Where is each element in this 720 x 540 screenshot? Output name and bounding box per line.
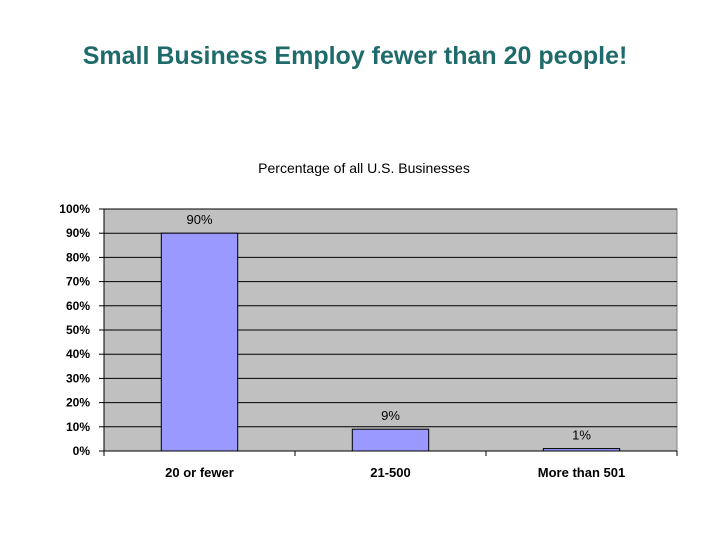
data-labels: 90% 9% 1% bbox=[186, 212, 591, 442]
bars bbox=[160, 232, 621, 452]
y-tick-label: 100% bbox=[59, 202, 90, 216]
bar bbox=[160, 232, 239, 452]
bar bbox=[351, 428, 430, 452]
chart-title: Percentage of all U.S. Businesses bbox=[258, 160, 470, 176]
y-tick-label: 70% bbox=[66, 275, 90, 289]
y-axis: 0% 10% 20% 30% 40% 50% 60% 70% 80% 90% 100% bbox=[59, 202, 105, 458]
y-tick-label: 90% bbox=[66, 226, 90, 240]
y-tick-label: 50% bbox=[66, 323, 90, 337]
y-tick-label: 0% bbox=[73, 444, 91, 458]
y-tick-label: 60% bbox=[66, 299, 90, 313]
y-tick-label: 40% bbox=[66, 347, 90, 361]
x-tick-label: 20 or fewer bbox=[165, 465, 234, 480]
x-axis: 20 or fewer 21-500 More than 501 bbox=[103, 450, 678, 480]
x-tick-label: More than 501 bbox=[538, 465, 625, 480]
data-label: 1% bbox=[572, 428, 591, 443]
slide-title: Small Business Employ fewer than 20 peop… bbox=[82, 42, 628, 70]
y-tick-label: 30% bbox=[66, 371, 90, 385]
y-tick-label: 80% bbox=[66, 250, 90, 264]
data-label: 9% bbox=[381, 408, 400, 423]
y-tick-label: 10% bbox=[66, 420, 90, 434]
data-label: 90% bbox=[186, 212, 212, 227]
y-tick-label: 20% bbox=[66, 396, 90, 410]
x-tick-label: 21-500 bbox=[370, 465, 410, 480]
